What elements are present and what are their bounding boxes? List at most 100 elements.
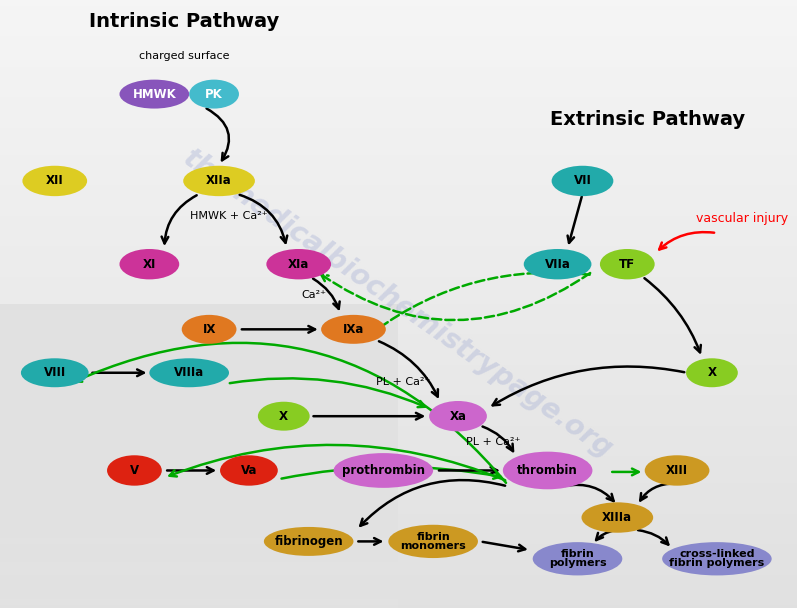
Bar xyxy=(0,328,797,331)
Ellipse shape xyxy=(552,166,614,196)
Bar xyxy=(0,435,398,438)
Bar xyxy=(0,340,398,344)
Bar xyxy=(0,483,797,486)
Bar xyxy=(0,350,797,353)
Bar xyxy=(0,24,797,27)
Ellipse shape xyxy=(533,542,622,575)
Bar xyxy=(0,420,797,423)
Bar xyxy=(0,386,398,389)
Bar xyxy=(0,380,797,383)
Bar xyxy=(0,310,797,313)
Bar xyxy=(0,562,797,565)
Bar xyxy=(0,134,797,137)
Bar xyxy=(0,590,797,593)
Bar xyxy=(0,316,797,319)
Bar xyxy=(0,344,398,347)
Bar xyxy=(0,82,797,85)
Bar xyxy=(0,85,797,88)
Text: XII: XII xyxy=(46,174,64,187)
Bar xyxy=(0,158,797,161)
Ellipse shape xyxy=(582,502,653,533)
Bar xyxy=(0,43,797,46)
Bar xyxy=(0,188,797,192)
Bar xyxy=(0,112,797,116)
Bar xyxy=(0,416,797,420)
Bar xyxy=(0,155,797,158)
Bar xyxy=(0,91,797,94)
Bar xyxy=(0,447,398,450)
Bar xyxy=(0,444,398,447)
Text: IXa: IXa xyxy=(342,323,364,336)
Bar xyxy=(0,377,797,380)
Bar xyxy=(0,216,797,219)
Text: XIIIa: XIIIa xyxy=(602,511,632,524)
Text: XIa: XIa xyxy=(288,258,310,271)
Text: themedicalbiochemistrypage.org: themedicalbiochemistrypage.org xyxy=(178,144,618,464)
Text: vascular injury: vascular injury xyxy=(696,212,788,225)
Bar xyxy=(0,435,797,438)
Bar xyxy=(0,362,797,365)
Bar xyxy=(0,423,797,426)
Text: HMWK: HMWK xyxy=(133,88,176,100)
Bar xyxy=(0,568,398,572)
Bar xyxy=(0,389,398,392)
Text: XIIa: XIIa xyxy=(206,174,232,187)
Bar xyxy=(0,88,797,91)
Bar xyxy=(0,602,797,605)
Bar xyxy=(0,401,797,404)
Bar xyxy=(0,119,797,122)
Bar xyxy=(0,106,797,109)
Text: Extrinsic Pathway: Extrinsic Pathway xyxy=(550,110,745,129)
Bar xyxy=(0,426,797,429)
Text: Va: Va xyxy=(241,464,257,477)
Bar xyxy=(0,179,797,182)
Text: fibrin: fibrin xyxy=(416,532,450,542)
Bar xyxy=(0,453,797,456)
Bar xyxy=(0,70,797,73)
Bar xyxy=(0,331,398,334)
Bar xyxy=(0,505,797,508)
Bar xyxy=(0,46,797,49)
Bar xyxy=(0,359,398,362)
Bar xyxy=(0,429,797,432)
Bar xyxy=(0,313,398,316)
Bar xyxy=(0,520,398,523)
Text: polymers: polymers xyxy=(549,559,606,568)
Bar xyxy=(0,438,797,441)
Bar xyxy=(0,559,797,562)
Bar xyxy=(0,201,797,204)
Bar xyxy=(0,581,398,584)
Bar xyxy=(0,292,797,295)
Bar xyxy=(0,170,797,173)
Bar xyxy=(0,252,797,255)
Bar xyxy=(0,587,797,590)
Bar xyxy=(0,514,398,517)
Bar xyxy=(0,301,797,304)
Bar xyxy=(0,471,398,474)
Bar xyxy=(0,602,398,605)
Bar xyxy=(0,374,398,377)
Bar xyxy=(0,192,797,195)
Bar xyxy=(0,502,398,505)
Bar xyxy=(0,307,398,310)
Text: fibrin: fibrin xyxy=(561,549,594,559)
Bar xyxy=(0,40,797,43)
Bar xyxy=(0,410,398,413)
Text: VIII: VIII xyxy=(44,366,66,379)
Bar xyxy=(0,6,797,9)
Bar xyxy=(0,407,398,410)
Bar xyxy=(0,316,398,319)
Ellipse shape xyxy=(686,358,738,387)
Bar xyxy=(0,222,797,225)
Bar xyxy=(0,398,398,401)
Bar xyxy=(0,389,797,392)
Bar xyxy=(0,277,797,280)
Bar xyxy=(0,526,398,529)
Bar xyxy=(0,9,797,12)
Bar xyxy=(0,529,797,532)
Text: TF: TF xyxy=(619,258,635,271)
Bar xyxy=(0,477,398,480)
Bar xyxy=(0,456,398,459)
Bar xyxy=(0,213,797,216)
Bar xyxy=(0,462,398,465)
